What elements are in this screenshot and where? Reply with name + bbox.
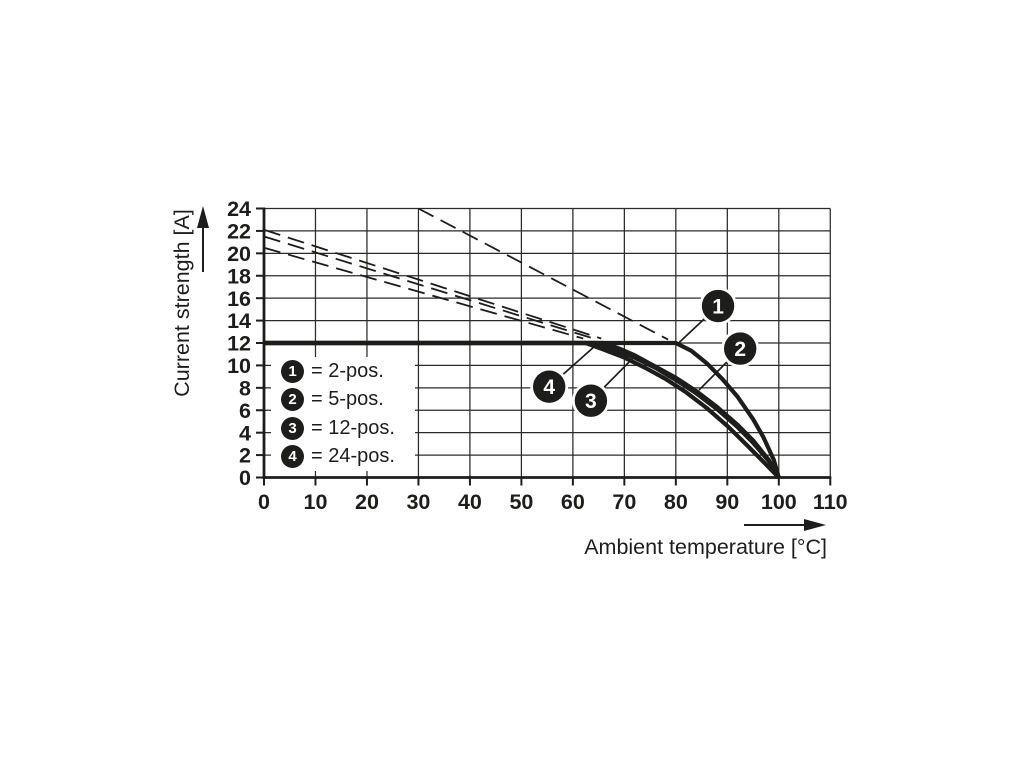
callout-number-2: 2 <box>734 338 746 361</box>
curve-3-solid <box>264 340 781 479</box>
legend-item-label: = 24-pos. <box>311 444 395 467</box>
callout-number-1: 1 <box>712 296 724 319</box>
x-axis-arrow-icon <box>804 519 826 531</box>
x-tick-label: 40 <box>458 490 482 514</box>
y-axis-title: Current strength [A] <box>170 209 194 397</box>
y-tick-label: 2 <box>239 444 251 468</box>
y-tick-label: 18 <box>227 264 251 288</box>
y-tick-label: 24 <box>227 197 251 221</box>
x-tick-label: 10 <box>304 490 328 514</box>
x-tick-label: 60 <box>561 490 585 514</box>
curve-2-dashed <box>263 228 602 340</box>
legend-item-label: = 12-pos. <box>311 416 395 439</box>
y-tick-label: 22 <box>227 220 251 244</box>
callout-circle-2 <box>723 332 757 365</box>
legend-item: 3 = 12-pos. <box>281 416 411 440</box>
legend-marker-circle: 2 <box>281 388 304 412</box>
y-axis-arrow-icon <box>197 206 209 228</box>
x-tick-label: 0 <box>258 490 270 514</box>
callout-number-3: 3 <box>585 390 597 413</box>
legend-box: 1 = 2-pos. 2 = 5-pos. 3 = 12-pos. 4 = 24-pos. <box>271 357 415 471</box>
curve-4-solid <box>264 340 781 479</box>
x-tick-label: 50 <box>509 490 533 514</box>
x-tick-label: 70 <box>612 490 636 514</box>
callout-circle-3 <box>574 384 608 417</box>
curve-4-dashed <box>263 246 584 340</box>
legend-item: 2 = 5-pos. <box>281 388 411 412</box>
x-axis-title: Ambient temperature [°C] <box>584 535 827 559</box>
x-tick-label: 90 <box>715 490 739 514</box>
legend-marker-circle: 3 <box>281 416 304 440</box>
curve-1-solid <box>264 340 781 479</box>
legend-marker-circle: 4 <box>281 444 304 468</box>
y-tick-label: 16 <box>227 287 251 311</box>
y-tick-label: 6 <box>239 399 251 423</box>
y-tick-label: 4 <box>239 421 251 445</box>
legend-item-label: = 5-pos. <box>311 388 384 411</box>
legend-item: 4 = 24-pos. <box>281 444 411 468</box>
y-tick-label: 12 <box>227 332 251 356</box>
callout-circle-1 <box>701 289 735 323</box>
y-tick-label: 10 <box>227 354 251 378</box>
legend-marker-circle: 1 <box>281 360 304 383</box>
y-tick-label: 0 <box>239 466 251 490</box>
callout-circle-4 <box>532 370 566 403</box>
y-tick-label: 8 <box>239 376 251 400</box>
x-tick-label: 100 <box>761 490 797 514</box>
curve-3-dashed <box>263 235 594 340</box>
y-tick-label: 20 <box>227 242 251 266</box>
y-tick-label: 14 <box>227 309 251 333</box>
legend-item: 1 = 2-pos. <box>281 360 411 383</box>
curve-1-dashed <box>417 207 669 341</box>
callout-number-4: 4 <box>543 376 555 399</box>
x-tick-label: 30 <box>406 490 430 514</box>
x-tick-label: 80 <box>664 490 688 514</box>
x-tick-label: 110 <box>813 490 848 514</box>
x-tick-label: 20 <box>355 490 379 514</box>
legend-item-label: = 2-pos. <box>311 360 384 382</box>
